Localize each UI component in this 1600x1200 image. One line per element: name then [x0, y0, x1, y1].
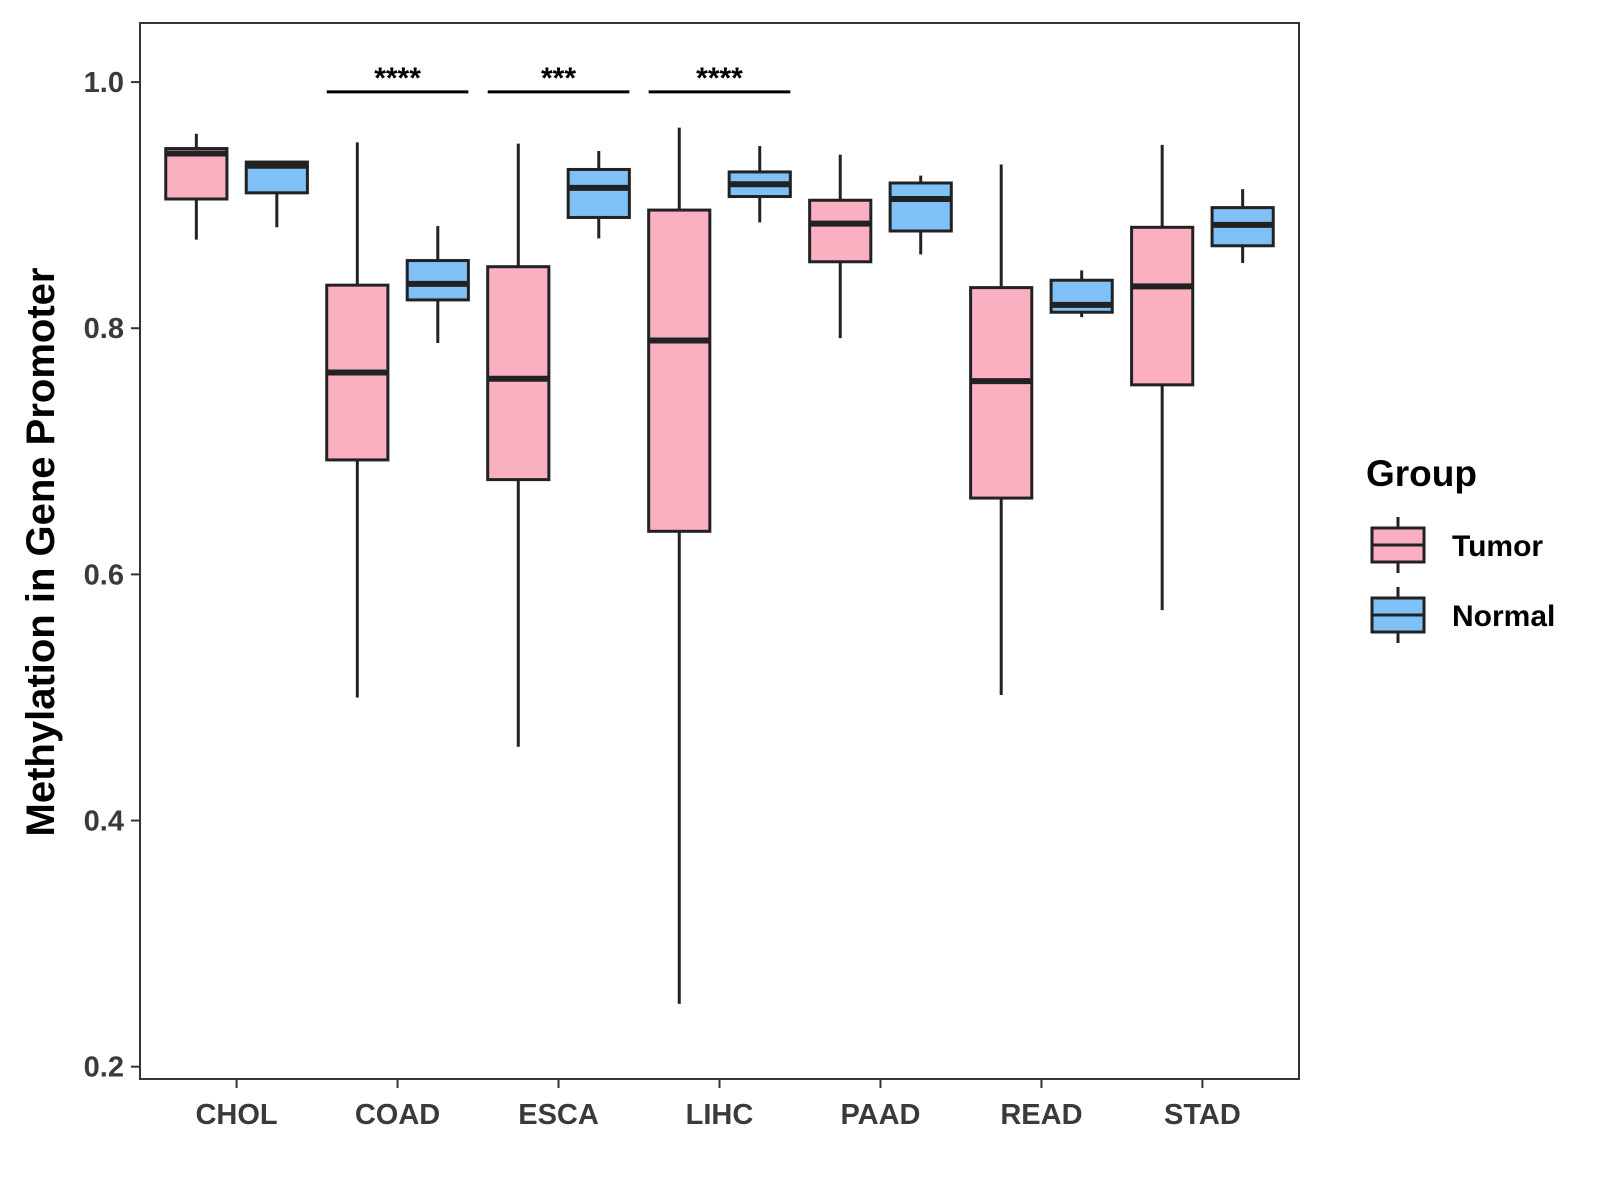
y-axis: 0.2 0.4 0.6 0.8 1.0: [84, 67, 140, 1084]
y-tick-label: 0.4: [84, 806, 124, 838]
legend-label-normal: Normal: [1452, 600, 1555, 633]
box-tumor-stad: [1130, 144, 1195, 611]
x-tick-label: ESCA: [518, 1099, 599, 1131]
legend-key-normal: [1370, 587, 1426, 643]
legend: Group Tumor Normal: [1366, 453, 1555, 643]
x-axis: CHOL COAD ESCA LIHC PAAD READ STAD: [195, 1079, 1241, 1131]
x-tick-label: PAAD: [840, 1099, 920, 1131]
box-body: [486, 265, 551, 482]
significance-label: ***: [541, 62, 576, 95]
x-tick-label: READ: [1000, 1099, 1082, 1131]
y-axis-title: Methylation in Gene Promoter: [19, 268, 63, 837]
significance-label: ****: [374, 62, 421, 95]
box-tumor-coad: [325, 142, 390, 698]
significance-annotations: **** *** ****: [326, 62, 791, 95]
box-tumor-chol: [164, 133, 229, 240]
x-tick-label: COAD: [355, 1099, 440, 1131]
box-body: [888, 181, 953, 233]
box-body: [1130, 225, 1195, 387]
box-tumor-paad: [808, 154, 873, 339]
x-tick-label: STAD: [1164, 1099, 1241, 1131]
box-normal-coad: [405, 226, 470, 343]
box-normal-read: [1049, 270, 1114, 318]
box-body: [969, 286, 1034, 500]
box-normal-esca: [566, 151, 631, 239]
box-series: [164, 127, 1275, 1004]
box-tumor-read: [969, 164, 1034, 695]
x-tick-label: LIHC: [686, 1099, 754, 1131]
legend-label-tumor: Tumor: [1452, 530, 1543, 563]
y-tick-label: 1.0: [84, 67, 124, 99]
box-normal-chol: [244, 160, 309, 228]
plot-panel: [139, 22, 1300, 1080]
y-tick-label: 0.6: [84, 559, 124, 591]
legend-title: Group: [1366, 453, 1477, 494]
y-tick-label: 0.8: [84, 313, 124, 345]
box-body: [405, 259, 470, 302]
box-tumor-lihc: [647, 127, 712, 1004]
significance-label: ****: [696, 62, 743, 95]
box-body: [164, 147, 229, 201]
box-body: [808, 198, 873, 264]
box-body: [647, 208, 712, 533]
legend-key-tumor: [1370, 517, 1426, 573]
box-normal-stad: [1210, 189, 1275, 263]
box-normal-paad: [888, 175, 953, 255]
box-tumor-esca: [486, 143, 551, 747]
y-tick-label: 0.2: [84, 1052, 124, 1084]
box-normal-lihc: [727, 146, 792, 223]
x-tick-label: CHOL: [195, 1099, 277, 1131]
box-body: [566, 167, 631, 219]
